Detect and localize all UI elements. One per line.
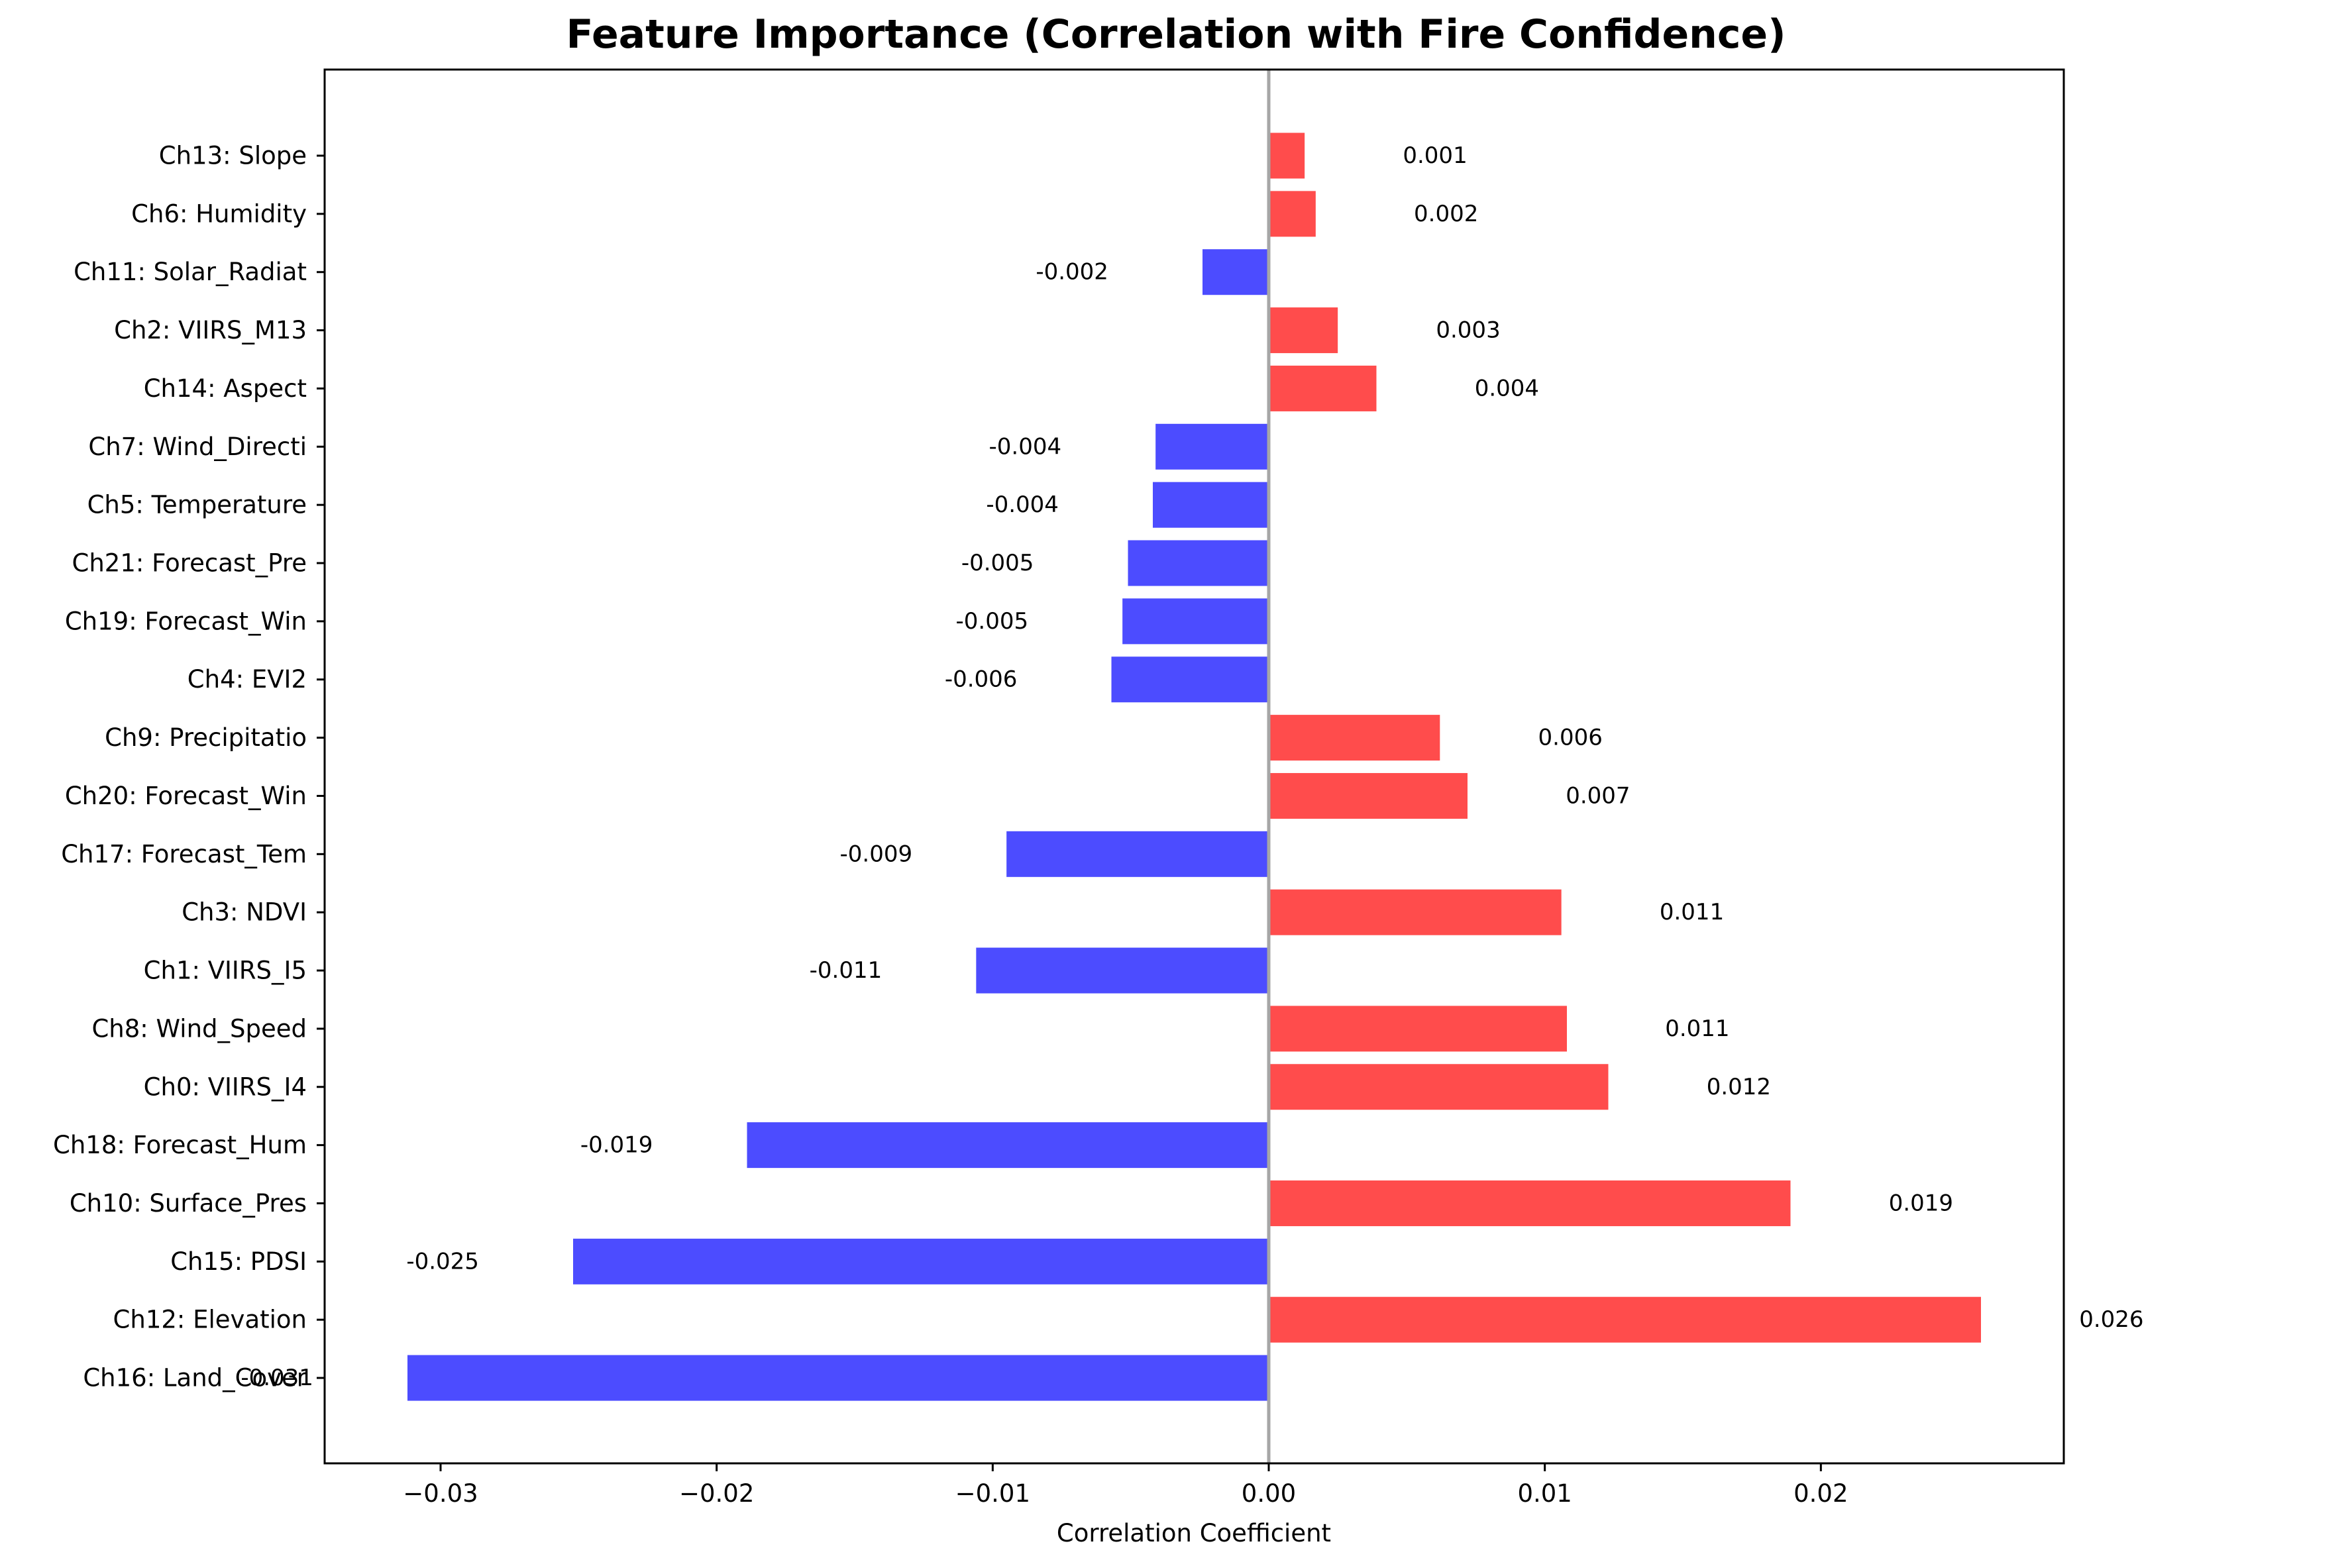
y-tick-label: Ch5: Temperature (87, 491, 307, 519)
value-label: -0.004 (986, 492, 1059, 518)
y-tick-label: Ch6: Humidity (131, 199, 307, 228)
plot-frame (323, 68, 2065, 1465)
bar (1269, 715, 1440, 761)
value-label: 0.004 (1475, 375, 1539, 401)
value-label: 0.019 (1889, 1190, 1953, 1216)
value-label: 0.011 (1665, 1016, 1729, 1042)
x-tick-label: 0.00 (1242, 1479, 1296, 1508)
value-label: 0.002 (1414, 201, 1478, 227)
x-tick-label: −0.03 (403, 1479, 478, 1508)
value-label: 0.012 (1707, 1074, 1771, 1100)
bar (1269, 307, 1338, 354)
bar (1269, 1064, 1609, 1110)
value-label: -0.006 (945, 666, 1018, 693)
bar (1269, 772, 1468, 819)
bar (1153, 482, 1269, 528)
bar (1269, 191, 1316, 237)
value-label: -0.009 (839, 841, 912, 867)
bar (1269, 365, 1377, 411)
bar (747, 1122, 1269, 1169)
bar (1122, 598, 1269, 645)
x-tick-label: 0.01 (1517, 1479, 1572, 1508)
y-tick-label: Ch12: Elevation (113, 1306, 307, 1334)
bars-group (407, 132, 1981, 1401)
y-tick-label: Ch1: VIIRS_I5 (144, 957, 307, 985)
y-tick-label: Ch11: Solar_Radiat (74, 258, 307, 286)
y-tick-label: Ch4: EVI2 (187, 665, 307, 694)
bar (573, 1238, 1269, 1284)
value-label: -0.019 (580, 1132, 653, 1159)
value-label: 0.011 (1660, 899, 1724, 925)
y-tick-label: Ch10: Surface_Pres (70, 1189, 307, 1218)
bar (1269, 1180, 1791, 1226)
y-tick-label: Ch21: Forecast_Pre (72, 549, 307, 578)
chart-title: Feature Importance (Correlation with Fir… (566, 11, 1786, 58)
bar (1269, 1296, 1981, 1343)
value-label: 0.007 (1566, 782, 1630, 809)
bar (1203, 249, 1269, 295)
y-tick-label: Ch8: Wind_Speed (91, 1014, 307, 1043)
bar (1269, 1006, 1567, 1052)
x-axis-label: Correlation Coefficient (1057, 1519, 1331, 1547)
x-tick-label: −0.02 (679, 1479, 754, 1508)
y-tick-label: Ch15: PDSI (170, 1247, 307, 1276)
value-label: 0.026 (2079, 1306, 2143, 1333)
value-label: 0.003 (1436, 317, 1500, 344)
bar (1269, 132, 1305, 179)
x-axis: −0.03 −0.02 −0.01 0.00 0.01 0.02 (403, 1463, 1848, 1508)
y-tick-label: Ch0: VIIRS_I4 (144, 1072, 307, 1101)
bar (1111, 656, 1269, 703)
value-label: -0.005 (961, 550, 1034, 576)
x-tick-label: 0.02 (1793, 1479, 1848, 1508)
y-tick-label: Ch17: Forecast_Tem (61, 840, 307, 868)
value-label: -0.031 (241, 1365, 313, 1391)
y-tick-label: Ch20: Forecast_Win (65, 782, 307, 810)
value-label: -0.005 (955, 608, 1028, 635)
y-tick-label: Ch7: Wind_Directi (88, 433, 307, 461)
y-tick-label: Ch3: NDVI (182, 898, 307, 927)
bar (1128, 540, 1269, 586)
bar (976, 947, 1269, 994)
y-axis: Ch13: Slope Ch6: Humidity Ch11: Solar_Radi… (53, 142, 325, 1392)
value-label: -0.025 (406, 1248, 479, 1275)
y-tick-label: Ch19: Forecast_Win (65, 607, 307, 635)
y-tick-label: Ch9: Precipitatio (105, 723, 307, 752)
bar (1155, 423, 1269, 470)
value-label: -0.011 (810, 957, 882, 984)
y-tick-label: Ch13: Slope (159, 142, 307, 170)
bar (407, 1355, 1269, 1401)
value-label: 0.006 (1538, 725, 1603, 751)
value-label: -0.004 (989, 433, 1061, 460)
y-tick-label: Ch16: Land_Cover (83, 1364, 307, 1392)
bar (1269, 889, 1562, 935)
y-tick-label: Ch2: VIIRS_M13 (114, 316, 307, 344)
value-label: -0.002 (1036, 259, 1108, 286)
x-tick-label: −0.01 (955, 1479, 1030, 1508)
value-labels-group: 0.001 0.002 -0.002 0.003 0.004 -0.004 -0.004 -0… (241, 142, 2143, 1391)
y-tick-label: Ch18: Forecast_Hum (53, 1131, 307, 1159)
y-tick-label: Ch14: Aspect (144, 374, 307, 403)
value-label: 0.001 (1403, 142, 1467, 169)
bar (1006, 831, 1269, 877)
